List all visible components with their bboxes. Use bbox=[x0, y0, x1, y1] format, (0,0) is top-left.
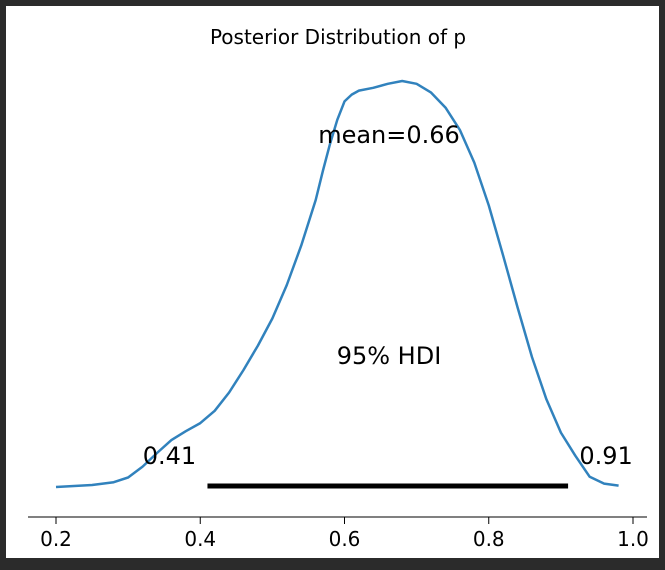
density-curve bbox=[55, 79, 619, 489]
x-tick-label: 0.4 bbox=[184, 527, 216, 551]
x-tick-label: 0.8 bbox=[473, 527, 505, 551]
hdi-label: 95% HDI bbox=[337, 342, 442, 370]
posterior-chart: Posterior Distribution of p 0.2 0.4 0.6 0.8… bbox=[28, 25, 649, 551]
x-tick-label: 0.2 bbox=[40, 527, 72, 551]
hdi-high-label: 0.91 bbox=[579, 442, 632, 470]
x-axis-ticks: 0.2 0.4 0.6 0.8 1.0 bbox=[40, 517, 649, 551]
x-tick-label: 0.6 bbox=[329, 527, 361, 551]
chart-title: Posterior Distribution of p bbox=[210, 25, 466, 49]
x-tick-label: 1.0 bbox=[617, 527, 649, 551]
mean-label: mean=0.66 bbox=[318, 121, 460, 149]
hdi-low-label: 0.41 bbox=[143, 442, 196, 470]
